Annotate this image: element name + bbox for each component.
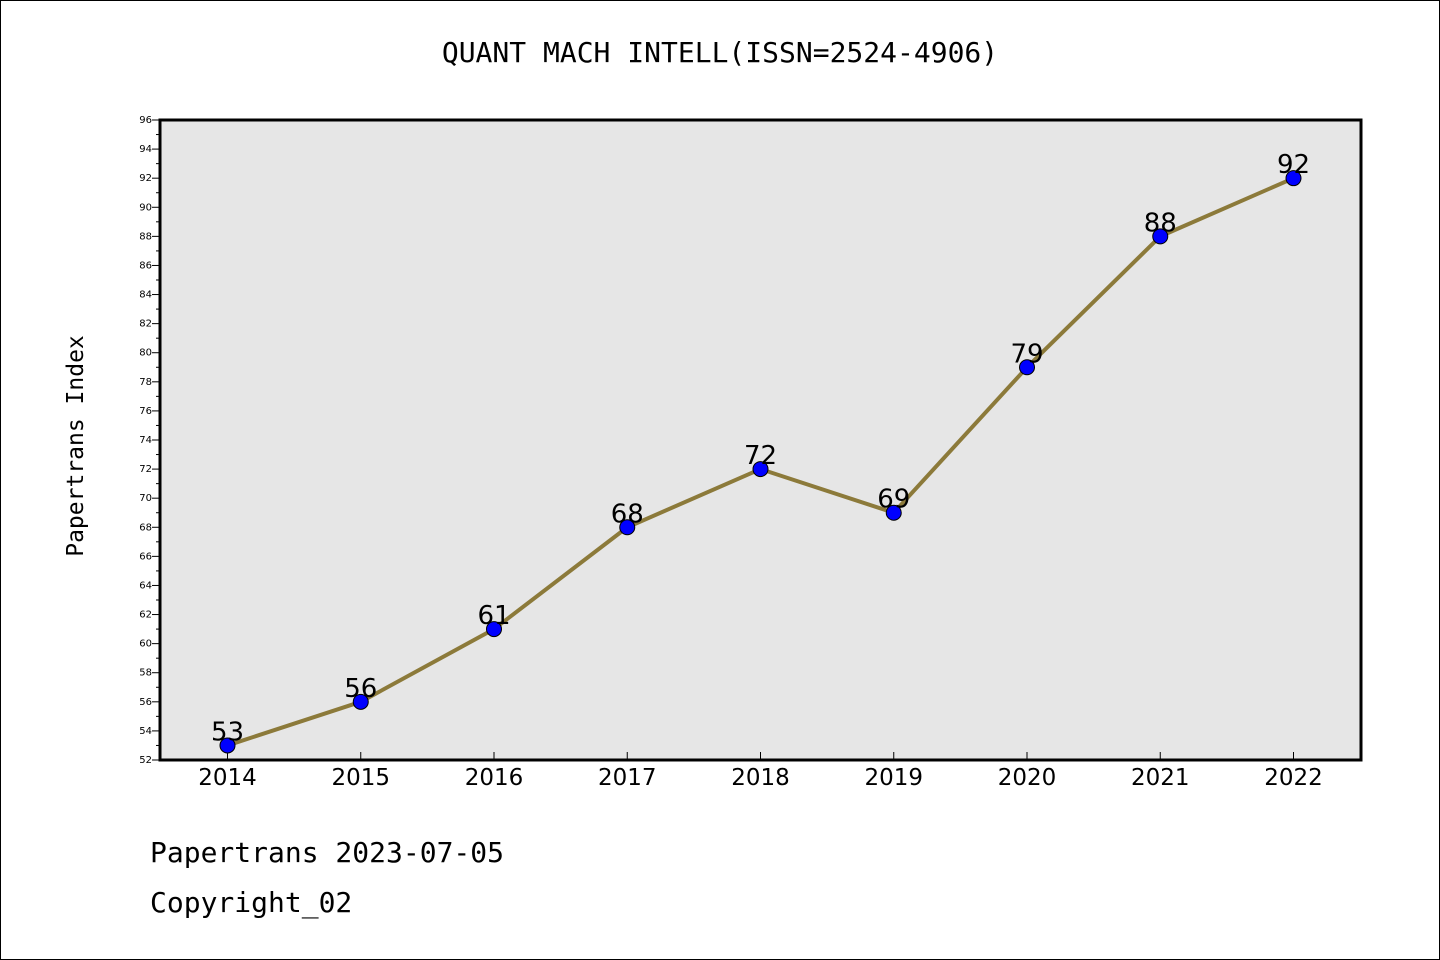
data-label: 79 bbox=[1010, 339, 1043, 369]
y-tick-label: 60 bbox=[139, 639, 152, 650]
footer-date: Papertrans 2023-07-05 bbox=[150, 836, 505, 869]
y-tick-label: 68 bbox=[139, 522, 152, 533]
y-tick-label: 62 bbox=[139, 610, 152, 621]
y-tick-label: 84 bbox=[139, 290, 152, 301]
data-label: 92 bbox=[1277, 150, 1310, 180]
data-label: 72 bbox=[744, 441, 777, 471]
plot-area bbox=[158, 118, 1363, 762]
y-tick-label: 54 bbox=[139, 726, 152, 737]
y-tick-label: 88 bbox=[139, 231, 152, 242]
y-tick-label: 94 bbox=[139, 144, 152, 155]
y-tick-label: 96 bbox=[139, 115, 152, 126]
chart-title: QUANT MACH INTELL(ISSN=2524-4906) bbox=[441, 36, 999, 69]
data-label: 53 bbox=[211, 717, 244, 747]
y-tick-label: 52 bbox=[139, 755, 152, 766]
y-tick-label: 66 bbox=[139, 551, 152, 562]
y-tick-label: 86 bbox=[139, 260, 152, 271]
y-tick-label: 70 bbox=[139, 493, 152, 504]
y-tick-label: 58 bbox=[139, 668, 152, 679]
x-tick-label: 2016 bbox=[465, 765, 524, 791]
footer-copyright: Copyright_02 bbox=[150, 886, 353, 919]
data-label: 56 bbox=[344, 674, 377, 704]
y-tick-label: 76 bbox=[139, 406, 152, 417]
data-label: 69 bbox=[877, 485, 910, 515]
data-point bbox=[752, 461, 769, 478]
data-point bbox=[885, 504, 902, 521]
data-point bbox=[619, 519, 636, 536]
y-tick-label: 74 bbox=[139, 435, 152, 446]
x-tick-label: 2015 bbox=[331, 765, 390, 791]
data-point bbox=[219, 737, 236, 754]
x-tick-label: 2018 bbox=[731, 765, 790, 791]
data-point bbox=[352, 693, 369, 710]
y-tick-label: 92 bbox=[139, 173, 152, 184]
y-tick-label: 82 bbox=[139, 319, 152, 330]
data-point bbox=[1019, 359, 1035, 376]
x-tick-label: 2019 bbox=[864, 765, 923, 791]
y-tick-label: 56 bbox=[139, 697, 152, 708]
x-tick-label: 2021 bbox=[1131, 765, 1190, 791]
x-tick-label: 2022 bbox=[1264, 765, 1323, 791]
x-tick-label: 2017 bbox=[598, 765, 657, 791]
y-tick-label: 80 bbox=[139, 348, 152, 359]
data-label: 88 bbox=[1144, 208, 1177, 238]
data-label: 61 bbox=[477, 601, 510, 631]
x-tick-label: 2020 bbox=[998, 765, 1057, 791]
y-tick-label: 72 bbox=[139, 464, 152, 475]
y-tick-label: 90 bbox=[139, 202, 152, 213]
data-label: 68 bbox=[611, 499, 644, 529]
data-point bbox=[486, 621, 502, 638]
x-tick-label: 2014 bbox=[198, 765, 257, 791]
y-tick-label: 64 bbox=[139, 580, 152, 591]
data-point bbox=[1285, 170, 1302, 187]
y-tick-label: 78 bbox=[139, 377, 152, 388]
data-point bbox=[1152, 228, 1169, 245]
